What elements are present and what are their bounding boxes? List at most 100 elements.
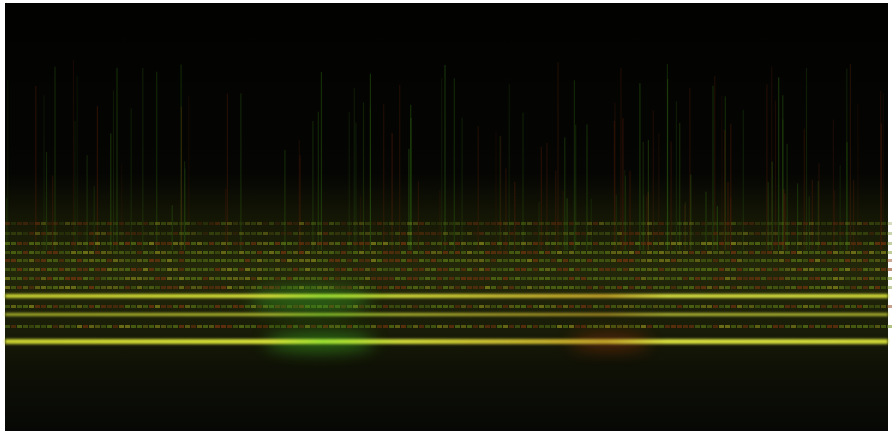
speckle: [329, 232, 334, 235]
speckle: [29, 286, 34, 289]
speckle: [587, 242, 592, 245]
speckle: [227, 259, 232, 262]
speckle: [233, 232, 238, 235]
spectrogram: [0, 0, 893, 434]
speckle: [605, 222, 610, 225]
speckle: [473, 242, 478, 245]
speckle: [533, 222, 538, 225]
speckle: [59, 268, 64, 271]
streak: [775, 101, 776, 250]
speckle: [581, 232, 586, 235]
speckle: [515, 277, 520, 280]
streak: [522, 113, 523, 250]
speckle: [167, 286, 172, 289]
speckle: [455, 325, 460, 328]
speckle: [311, 222, 316, 225]
speckle: [143, 222, 148, 225]
speckle: [449, 259, 454, 262]
speckle: [587, 222, 592, 225]
speckle: [473, 222, 478, 225]
speckle: [371, 242, 376, 245]
speckle: [137, 277, 142, 280]
speckle: [95, 277, 100, 280]
speckle: [743, 268, 748, 271]
speckle: [395, 222, 400, 225]
speckle: [365, 259, 370, 262]
speckle: [503, 259, 508, 262]
speckle: [17, 286, 22, 289]
speckle: [101, 259, 106, 262]
speckle: [335, 325, 340, 328]
speckle: [611, 251, 616, 254]
speckle: [473, 305, 478, 308]
speckle: [353, 232, 358, 235]
speckle: [713, 251, 718, 254]
speckle: [59, 325, 64, 328]
speckle: [743, 232, 748, 235]
speckle: [401, 325, 406, 328]
speckle: [851, 222, 856, 225]
streak: [355, 123, 356, 251]
speckle: [239, 277, 244, 280]
speckle: [425, 251, 430, 254]
speckle: [779, 259, 784, 262]
speckle: [845, 232, 850, 235]
speckle: [461, 222, 466, 225]
speckle: [209, 222, 214, 225]
speckle: [821, 232, 826, 235]
speckle: [791, 242, 796, 245]
speckle: [197, 251, 202, 254]
speckle: [485, 222, 490, 225]
speckle: [53, 251, 58, 254]
speckle: [707, 286, 712, 289]
speckle: [173, 325, 178, 328]
speckle: [365, 268, 370, 271]
speckle: [467, 242, 472, 245]
speckle: [869, 325, 874, 328]
speckle: [203, 305, 208, 308]
speckle: [863, 251, 868, 254]
speckle: [215, 325, 220, 328]
streak: [679, 123, 680, 250]
speckle: [719, 277, 724, 280]
speckle: [263, 242, 268, 245]
speckle: [443, 222, 448, 225]
speckle: [731, 222, 736, 225]
speckle: [383, 325, 388, 328]
speckle: [113, 259, 118, 262]
speckle: [377, 268, 382, 271]
speckle: [359, 259, 364, 262]
speckle: [215, 268, 220, 271]
speckle: [599, 305, 604, 308]
speckle: [41, 286, 46, 289]
speckle: [635, 268, 640, 271]
speckle: [161, 305, 166, 308]
speckle: [575, 259, 580, 262]
speckle: [599, 259, 604, 262]
speckle: [581, 251, 586, 254]
speckle: [857, 222, 862, 225]
speckle: [77, 305, 82, 308]
speckle: [395, 251, 400, 254]
speckle: [473, 325, 478, 328]
speckle: [347, 251, 352, 254]
speckle: [395, 305, 400, 308]
speckle: [827, 259, 832, 262]
speckle: [785, 222, 790, 225]
speckle: [431, 259, 436, 262]
speckle: [761, 232, 766, 235]
speckle: [839, 277, 844, 280]
speckle: [557, 222, 562, 225]
speckle: [161, 242, 166, 245]
speckle: [887, 277, 892, 280]
speckle: [5, 325, 10, 328]
speckle: [251, 286, 256, 289]
speckle: [29, 268, 34, 271]
speckle: [227, 305, 232, 308]
speckle: [641, 251, 646, 254]
speckle: [719, 286, 724, 289]
speckle: [53, 277, 58, 280]
speckle: [65, 277, 70, 280]
speckle: [515, 305, 520, 308]
speckle: [83, 259, 88, 262]
